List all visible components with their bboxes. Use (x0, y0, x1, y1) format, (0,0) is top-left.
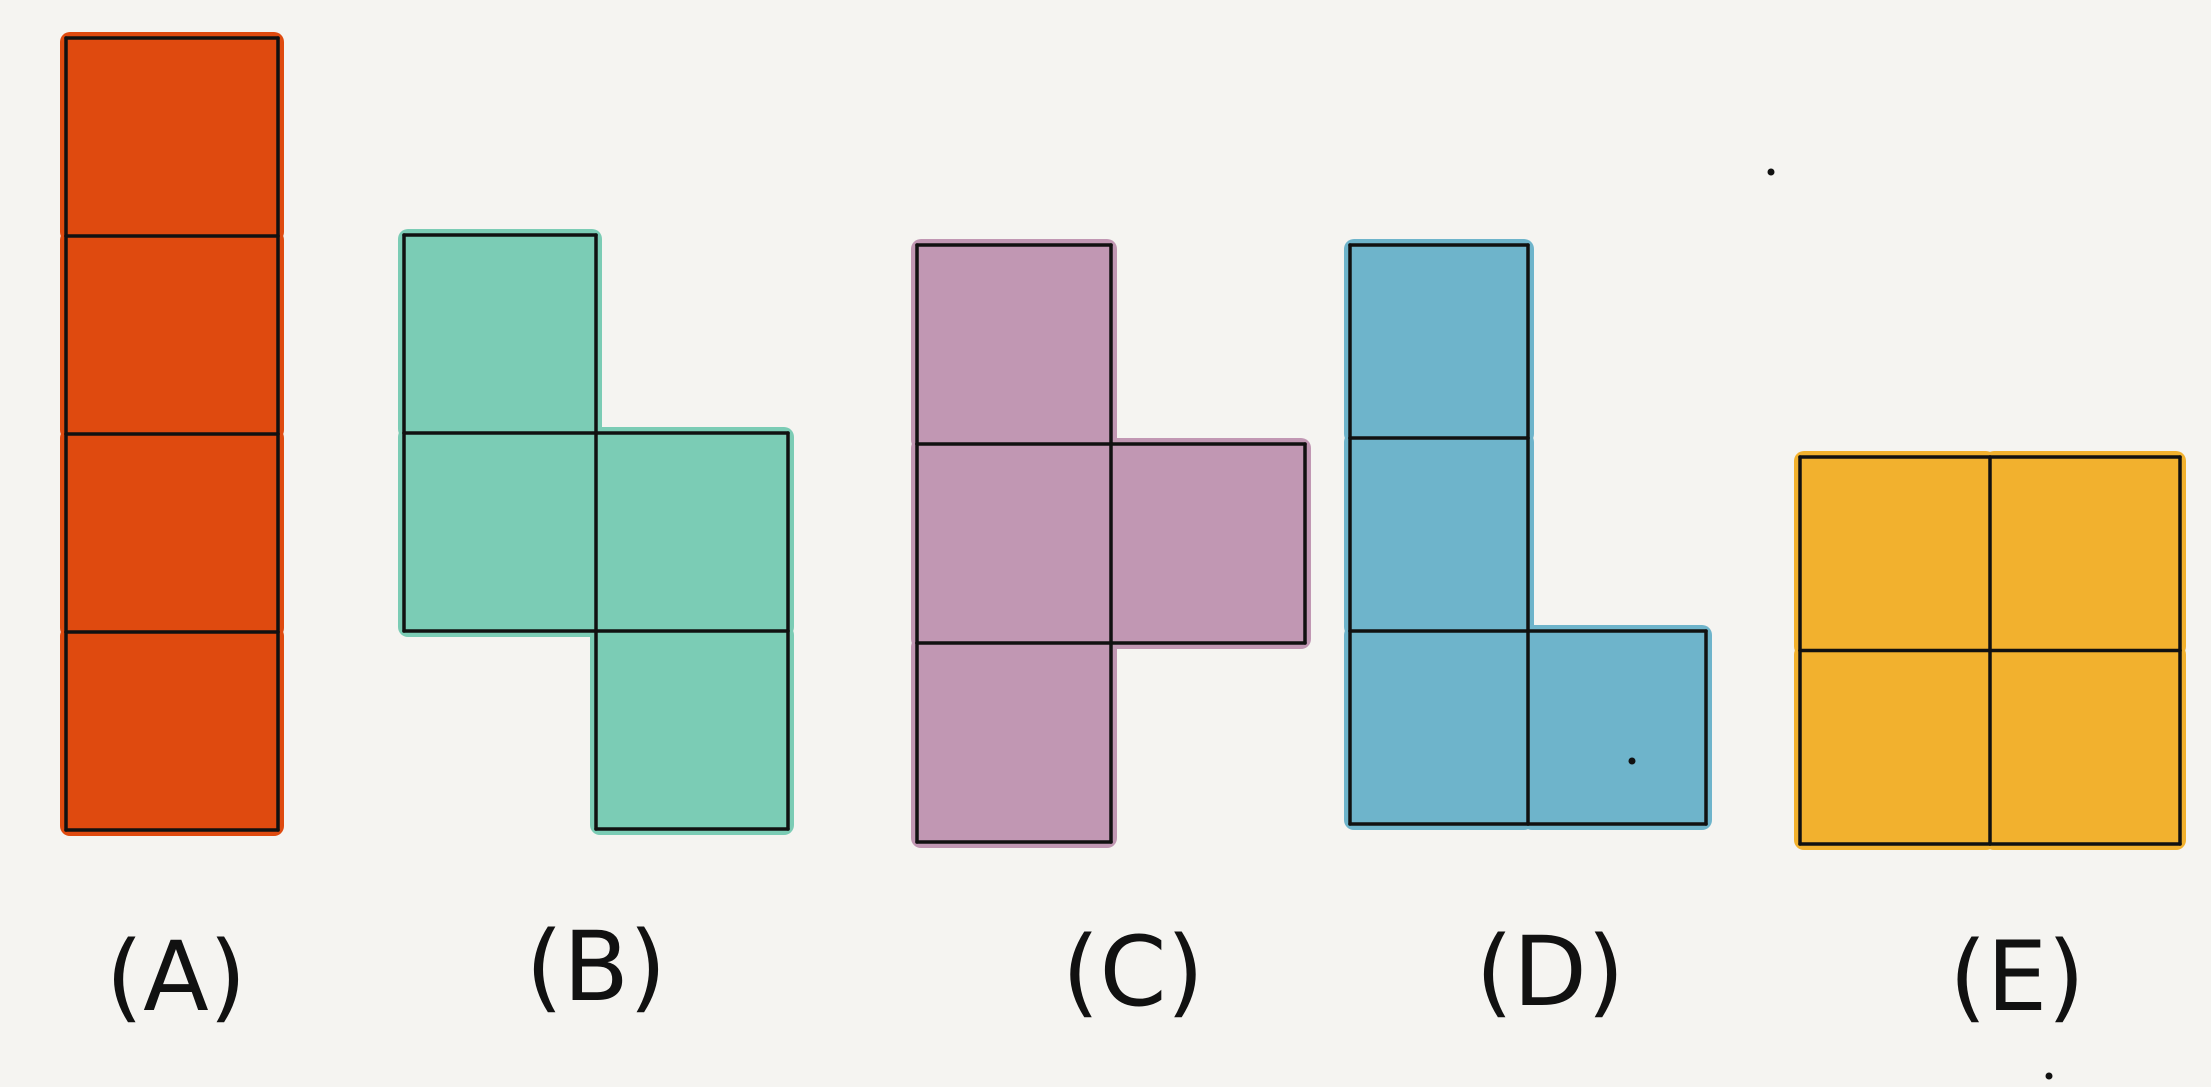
label-d: (D) (1476, 916, 1625, 1028)
stray-dot (1767, 168, 1775, 176)
piece-e-cell (1984, 644, 2186, 850)
piece-c (911, 239, 1311, 848)
piece-d-cell (1344, 625, 1534, 830)
piece-d (1344, 239, 1712, 830)
stray-dot (1628, 757, 1636, 765)
label-a: (A) (106, 921, 247, 1033)
piece-d-cell (1522, 625, 1712, 830)
piece-b-cell (398, 229, 602, 439)
piece-a-cell (60, 626, 284, 836)
piece-b (398, 229, 794, 835)
piece-a (60, 32, 284, 836)
label-e: (E) (1949, 921, 2085, 1033)
piece-e-cell (1794, 451, 1996, 657)
label-c: (C) (1062, 916, 1204, 1028)
piece-a-cell (60, 428, 284, 638)
piece-e-cell (1984, 451, 2186, 657)
piece-a-cell (60, 230, 284, 440)
piece-a-cell (60, 32, 284, 242)
piece-d-cell (1344, 432, 1534, 637)
piece-d-cell (1344, 239, 1534, 444)
piece-b-cell (398, 427, 602, 637)
piece-c-cell (1105, 438, 1311, 649)
piece-e-cell (1794, 644, 1996, 850)
piece-c-cell (911, 239, 1117, 450)
pieces-layer (60, 32, 2186, 850)
piece-c-cell (911, 438, 1117, 649)
stray-dot (2045, 1072, 2053, 1080)
labels-layer: (A) (B) (C) (D) (E) (106, 911, 2085, 1033)
piece-b-cell (590, 625, 794, 835)
piece-b-cell (590, 427, 794, 637)
label-b: (B) (526, 911, 667, 1023)
piece-c-cell (911, 637, 1117, 848)
stray-dots (1628, 168, 2053, 1080)
piece-e (1794, 451, 2186, 850)
